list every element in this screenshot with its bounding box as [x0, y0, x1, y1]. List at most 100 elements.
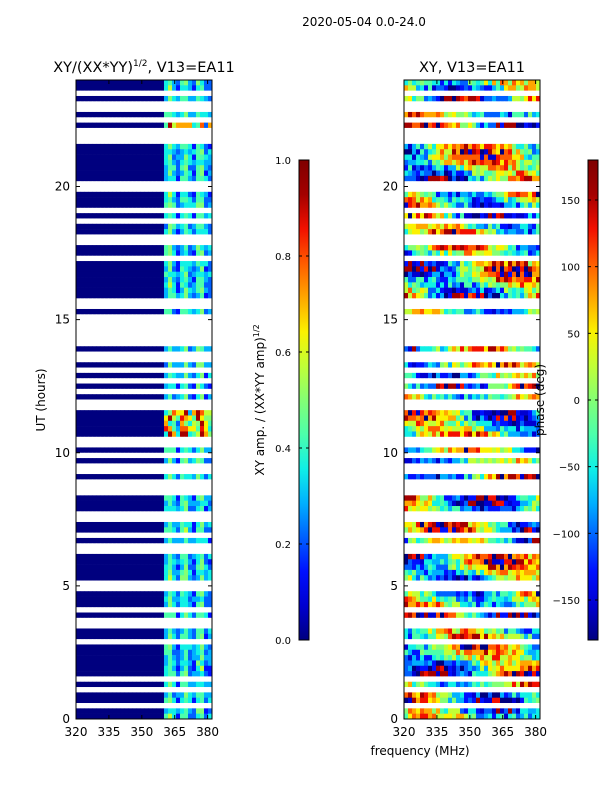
heatmap-cell	[180, 288, 184, 294]
heatmap-cell	[476, 117, 480, 123]
heatmap-cell	[472, 112, 476, 118]
heatmap-cell	[156, 607, 160, 613]
heatmap-cell	[104, 490, 108, 496]
heatmap-cell	[144, 421, 148, 427]
heatmap-cell	[160, 389, 164, 395]
heatmap-cell	[192, 698, 196, 704]
heatmap-cell	[136, 538, 140, 544]
heatmap-cell	[148, 597, 152, 603]
heatmap-cell	[132, 378, 136, 384]
heatmap-cell	[176, 160, 180, 166]
heatmap-cell	[128, 139, 132, 145]
heatmap-cell	[148, 623, 152, 629]
heatmap-cell	[152, 224, 156, 230]
heatmap-cell	[92, 708, 96, 714]
heatmap-cell	[92, 245, 96, 251]
heatmap-cell	[520, 133, 524, 139]
heatmap-cell	[148, 447, 152, 453]
heatmap-cell	[176, 554, 180, 560]
heatmap-cell	[168, 549, 172, 555]
heatmap-cell	[136, 463, 140, 469]
heatmap-cell	[160, 325, 164, 331]
heatmap-cell	[172, 149, 176, 155]
heatmap-cell	[76, 447, 80, 453]
heatmap-cell	[200, 155, 204, 161]
heatmap-cell	[440, 208, 444, 214]
heatmap-cell	[408, 139, 412, 145]
heatmap-cell	[136, 613, 140, 619]
heatmap-cell	[148, 91, 152, 97]
heatmap-cell	[88, 250, 92, 256]
heatmap-cell	[92, 362, 96, 368]
heatmap-cell	[184, 559, 188, 565]
heatmap-cell	[172, 415, 176, 421]
heatmap-cell	[92, 485, 96, 491]
heatmap-cell	[112, 463, 116, 469]
heatmap-cell	[192, 117, 196, 123]
heatmap-cell	[428, 181, 432, 187]
heatmap-cell	[132, 692, 136, 698]
heatmap-cell	[196, 250, 200, 256]
heatmap-cell	[152, 469, 156, 475]
heatmap-cell	[424, 101, 428, 107]
heatmap-cell	[456, 133, 460, 139]
heatmap-cell	[192, 437, 196, 443]
heatmap-cell	[164, 197, 168, 203]
heatmap-cell	[196, 714, 200, 720]
heatmap-cell	[152, 240, 156, 246]
heatmap-cell	[96, 346, 100, 352]
heatmap-cell	[116, 352, 120, 358]
heatmap-cell	[120, 474, 124, 480]
heatmap-cell	[156, 522, 160, 528]
heatmap-cell	[192, 272, 196, 278]
heatmap-cell	[156, 650, 160, 656]
heatmap-cell	[516, 133, 520, 139]
heatmap-cell	[104, 208, 108, 214]
heatmap-cell	[132, 660, 136, 666]
heatmap-cell	[136, 229, 140, 235]
heatmap-cell	[192, 687, 196, 693]
heatmap-cell	[188, 703, 192, 709]
heatmap-cell	[120, 384, 124, 390]
heatmap-cell	[200, 240, 204, 246]
heatmap-cell	[84, 165, 88, 171]
heatmap-cell	[132, 362, 136, 368]
heatmap-cell	[200, 389, 204, 395]
heatmap-cell	[88, 426, 92, 432]
heatmap-cell	[160, 495, 164, 501]
heatmap-cell	[168, 240, 172, 246]
heatmap-cell	[88, 181, 92, 187]
heatmap-cell	[416, 171, 420, 177]
heatmap-cell	[156, 202, 160, 208]
heatmap-cell	[180, 559, 184, 565]
heatmap-cell	[164, 80, 168, 86]
heatmap-cell	[100, 368, 104, 374]
heatmap-cell	[160, 671, 164, 677]
heatmap-cell	[164, 644, 168, 650]
heatmap-cell	[76, 666, 80, 672]
heatmap-cell	[172, 368, 176, 374]
heatmap-cell	[176, 602, 180, 608]
heatmap-cell	[92, 607, 96, 613]
heatmap-cell	[100, 400, 104, 406]
heatmap-cell	[524, 139, 528, 145]
heatmap-cell	[128, 634, 132, 640]
heatmap-cell	[164, 602, 168, 608]
heatmap-cell	[184, 128, 188, 134]
heatmap-cell	[92, 357, 96, 363]
heatmap-cell	[512, 80, 516, 86]
heatmap-cell	[116, 431, 120, 437]
heatmap-cell	[164, 389, 168, 395]
heatmap-cell	[196, 549, 200, 555]
heatmap-cell	[160, 405, 164, 411]
heatmap-cell	[164, 202, 168, 208]
heatmap-cell	[156, 660, 160, 666]
heatmap-cell	[92, 176, 96, 182]
heatmap-cell	[100, 389, 104, 395]
heatmap-cell	[148, 634, 152, 640]
heatmap-cell	[140, 224, 144, 230]
heatmap-cell	[136, 666, 140, 672]
heatmap-cell	[168, 607, 172, 613]
heatmap-cell	[108, 570, 112, 576]
heatmap-cell	[180, 527, 184, 533]
